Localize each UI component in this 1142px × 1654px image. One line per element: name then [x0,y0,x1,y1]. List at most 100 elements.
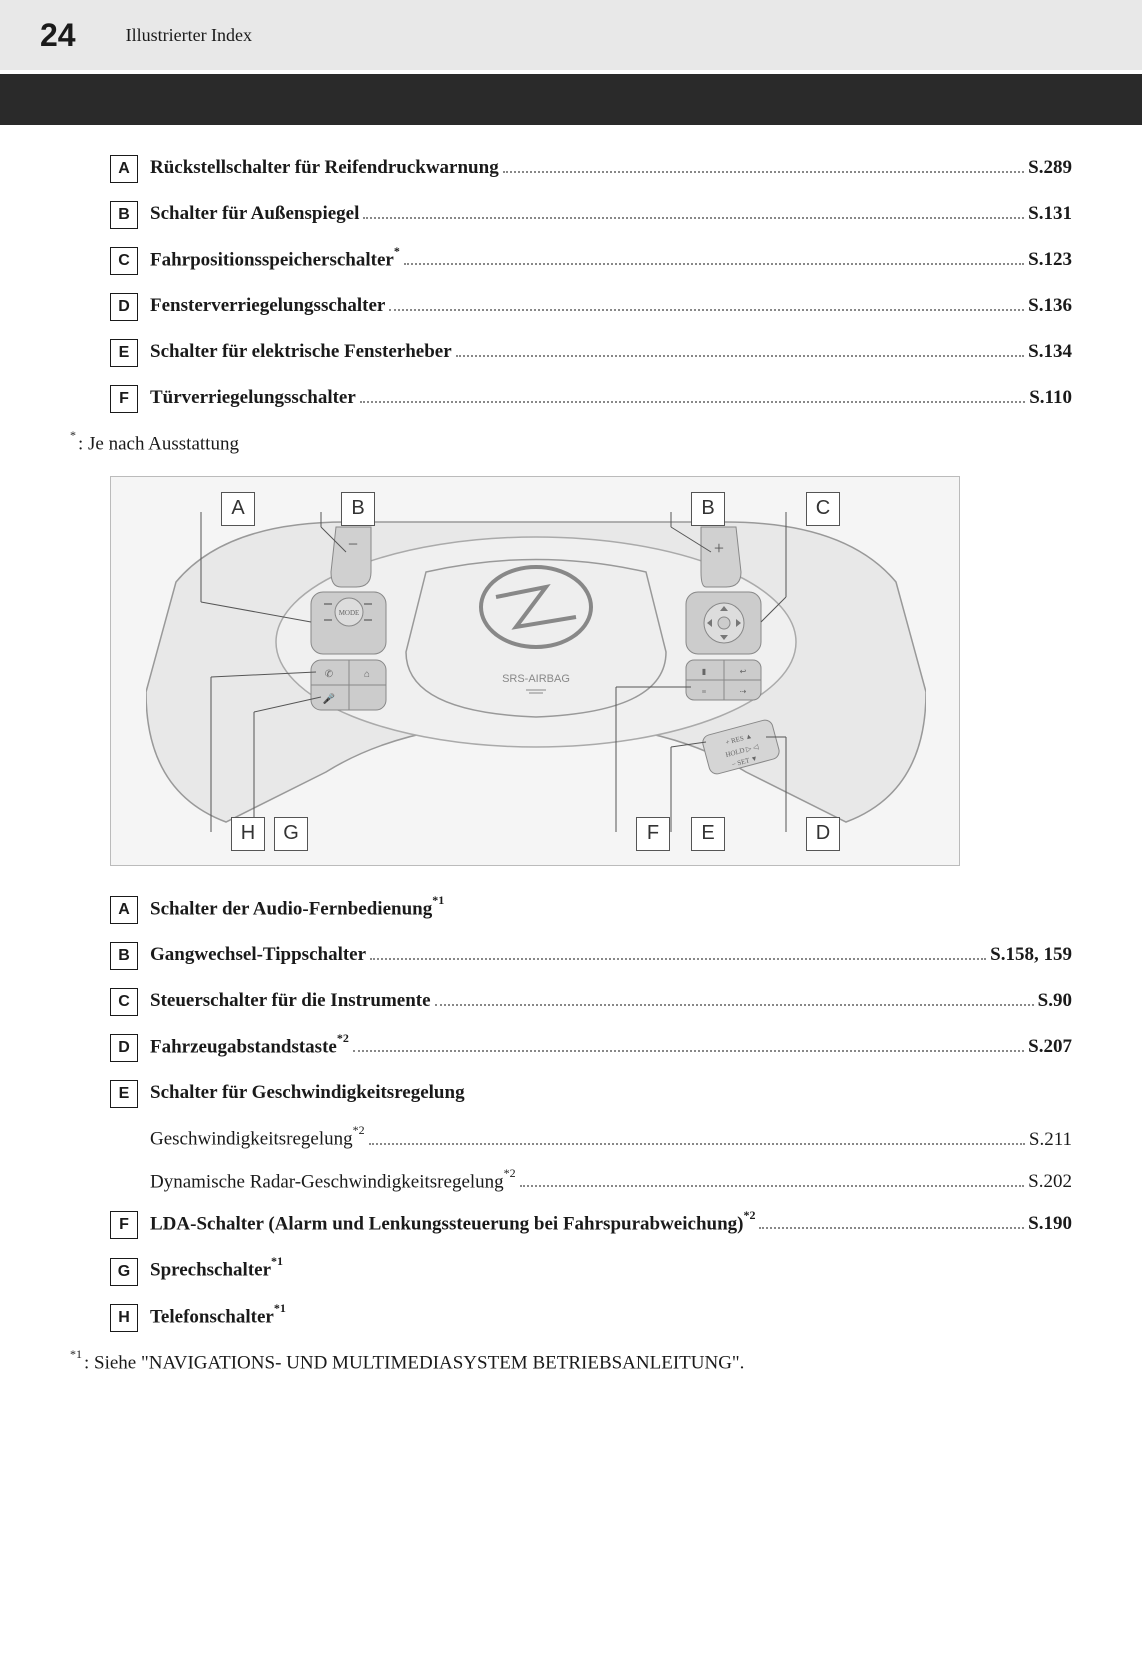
page-ref: S.202 [1028,1171,1072,1193]
index-row: D Fensterverriegelungsschalter S.136 [70,293,1072,321]
leader-dots [404,263,1024,265]
letter-box: F [110,1211,138,1239]
index-row: B Gangwechsel-Tippschalter S.158, 159 [70,942,1072,970]
page-ref: S.110 [1029,387,1072,409]
diagram-label-C: C [806,492,840,526]
index-row: A Schalter der Audio-Fernbedienung*1 [70,896,1072,924]
svg-text:−: − [348,534,358,554]
index-row: A Rückstellschalter für Reifendruckwarnun… [70,155,1072,183]
letter-box: B [110,942,138,970]
page-ref: S.207 [1028,1036,1072,1058]
index-row: C Fahrpositionsspeicherschalter* S.123 [70,247,1072,275]
index-row: G Sprechschalter*1 [70,1257,1072,1285]
dark-bar [0,70,1142,125]
diagram-label-G: G [274,817,308,851]
index-row: H Telefonschalter*1 [70,1304,1072,1332]
leader-dots [456,355,1025,357]
leader-dots [353,1050,1024,1052]
svg-text:✆: ✆ [325,669,333,680]
index-row: F LDA-Schalter (Alarm und Lenkungssteueru… [70,1211,1072,1239]
letter-box: D [110,293,138,321]
svg-text:⇢: ⇢ [740,687,747,696]
sub-index-row: Dynamische Radar-Geschwindigkeitsregelun… [150,1169,1072,1193]
index-text: Schalter für Außenspiegel [150,203,359,225]
steering-wheel-svg: SRS-AIRBAG − + MODE ✆ ⌂ 🎤 [146,512,926,832]
leader-dots [363,217,1024,219]
diagram-label-B: B [691,492,725,526]
page-ref: S.136 [1028,295,1072,317]
steering-wheel-diagram: SRS-AIRBAG − + MODE ✆ ⌂ 🎤 [110,476,960,866]
index-row: E Schalter für elektrische Fensterheber S.… [70,339,1072,367]
index-text: Sprechschalter*1 [150,1257,283,1281]
section-title: Illustrierter Index [126,25,252,46]
leader-dots [435,1004,1034,1006]
diagram-label-D: D [806,817,840,851]
index-text: Schalter der Audio-Fernbedienung*1 [150,896,444,920]
index-text: Rückstellschalter für Reifendruckwarnung [150,157,499,179]
section2-sublist: Geschwindigkeitsregelung*2 S.211 Dynamisch… [70,1126,1072,1193]
index-row: C Steuerschalter für die Instrumente S.90 [70,988,1072,1016]
index-row: D Fahrzeugabstandstaste*2 S.207 [70,1034,1072,1062]
index-text: Türverriegelungsschalter [150,387,356,409]
index-text: Fensterverriegelungsschalter [150,295,385,317]
index-text: Schalter für elektrische Fensterheber [150,341,452,363]
diagram-label-H: H [231,817,265,851]
srs-airbag-text: SRS-AIRBAG [502,673,570,685]
header-bar: 24 Illustrierter Index [0,0,1142,70]
page-ref: S.211 [1029,1129,1072,1151]
section2-list2: F LDA-Schalter (Alarm und Lenkungssteueru… [70,1211,1072,1332]
section1-footnote: *: Je nach Ausstattung [70,431,1072,455]
page-number: 24 [40,17,76,54]
leader-dots [759,1227,1024,1229]
page-ref: S.158, 159 [990,944,1072,966]
letter-box: F [110,385,138,413]
leader-dots [370,958,986,960]
index-row: E Schalter für Geschwindigkeitsregelung [70,1080,1072,1108]
letter-box: D [110,1034,138,1062]
page-ref: S.289 [1028,157,1072,179]
index-row: F Türverriegelungsschalter S.110 [70,385,1072,413]
letter-box: A [110,896,138,924]
svg-text:▮: ▮ [702,667,706,676]
page-ref: S.123 [1028,249,1072,271]
index-text: LDA-Schalter (Alarm und Lenkungssteuerun… [150,1211,755,1235]
diagram-label-F: F [636,817,670,851]
index-text: Fahrpositionsspeicherschalter* [150,247,400,271]
diagram-label-B: B [341,492,375,526]
letter-box: H [110,1304,138,1332]
letter-box: C [110,247,138,275]
letter-box: E [110,1080,138,1108]
sub-index-row: Geschwindigkeitsregelung*2 S.211 [150,1126,1072,1150]
leader-dots [360,401,1025,403]
index-text: Gangwechsel-Tippschalter [150,944,366,966]
index-text: Dynamische Radar-Geschwindigkeitsregelun… [150,1169,516,1193]
diagram-label-A: A [221,492,255,526]
letter-box: E [110,339,138,367]
index-text: Telefonschalter*1 [150,1304,286,1328]
letter-box: C [110,988,138,1016]
svg-text:⌂: ⌂ [364,669,370,680]
content: A Rückstellschalter für Reifendruckwarnun… [0,125,1142,1374]
leader-dots [389,309,1024,311]
index-text: Schalter für Geschwindigkeitsregelung [150,1082,465,1104]
section1-list: A Rückstellschalter für Reifendruckwarnun… [70,155,1072,413]
index-row: B Schalter für Außenspiegel S.131 [70,201,1072,229]
page-ref: S.90 [1038,990,1072,1012]
svg-text:+: + [714,538,724,558]
index-text: Geschwindigkeitsregelung*2 [150,1126,365,1150]
leader-dots [503,171,1024,173]
section2-footnote: *1: Siehe "NAVIGATIONS- UND MULTIMEDIASY… [70,1350,1072,1374]
svg-text:↩: ↩ [740,667,747,676]
letter-box: B [110,201,138,229]
svg-text:≡: ≡ [702,687,707,696]
section2-list: A Schalter der Audio-Fernbedienung*1 B Gang… [70,896,1072,1109]
page-ref: S.131 [1028,203,1072,225]
svg-text:🎤: 🎤 [323,692,336,705]
letter-box: G [110,1258,138,1286]
svg-text:MODE: MODE [339,609,360,617]
index-text: Steuerschalter für die Instrumente [150,990,431,1012]
letter-box: A [110,155,138,183]
page-ref: S.190 [1028,1213,1072,1235]
page-ref: S.134 [1028,341,1072,363]
index-text: Fahrzeugabstandstaste*2 [150,1034,349,1058]
